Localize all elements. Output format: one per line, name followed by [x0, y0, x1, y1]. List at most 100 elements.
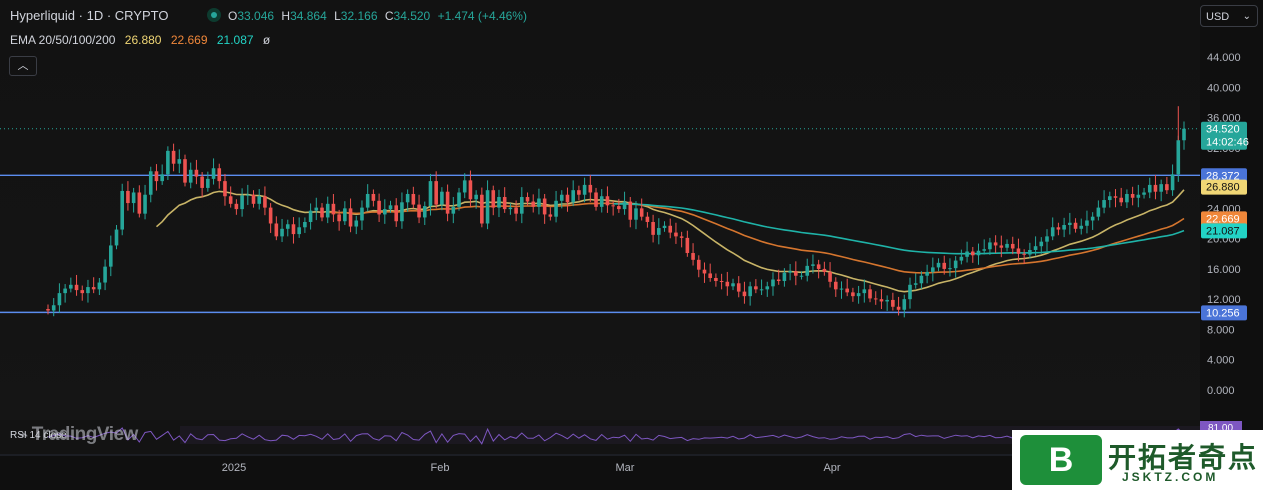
- symbol-title[interactable]: Hyperliquid · 1D · CRYPTO: [10, 8, 169, 23]
- price-tag: [1201, 211, 1247, 227]
- ema-100-line: [613, 202, 1185, 255]
- candle-body: [297, 227, 301, 235]
- candle-body: [274, 223, 279, 237]
- time-axis[interactable]: 2025 Feb Mar Apr: [0, 454, 1200, 474]
- candle-body: [1142, 192, 1146, 195]
- candle-body: [559, 194, 564, 201]
- candle-body: [428, 181, 433, 207]
- low-key: L: [334, 9, 341, 23]
- candle-body: [514, 207, 518, 214]
- candle-body: [131, 192, 136, 204]
- price-tag: [1201, 179, 1247, 195]
- candle-body: [577, 190, 581, 195]
- candle-body: [719, 281, 724, 283]
- candle-body: [383, 209, 387, 215]
- rsi-line: [47, 427, 1185, 445]
- price-tag: [1201, 223, 1247, 239]
- candle-body: [948, 268, 952, 270]
- rsi-legend[interactable]: RSI 14 close: [10, 430, 67, 441]
- candle-body: [816, 264, 821, 269]
- candle-body: [565, 194, 570, 203]
- collapse-legend-button[interactable]: ︿: [9, 56, 37, 76]
- candle-body: [708, 273, 712, 278]
- candle-body: [582, 184, 587, 195]
- candle-body: [548, 214, 553, 217]
- horizontal-lines[interactable]: [0, 128, 1200, 314]
- candle-body: [451, 206, 456, 214]
- x-tick-label: Apr: [823, 462, 840, 474]
- candle-body: [1005, 243, 1009, 248]
- candle-body: [988, 242, 992, 250]
- chevron-down-icon: ⌄: [1242, 11, 1251, 22]
- candle-body: [400, 202, 404, 222]
- candle-body: [1050, 227, 1055, 237]
- candle-body: [942, 262, 947, 269]
- ema-100-value: 21.087: [216, 33, 254, 47]
- candle-body: [908, 284, 912, 300]
- rsi-background: [0, 420, 1200, 454]
- candle-body: [502, 197, 507, 210]
- candle-body: [1102, 200, 1106, 208]
- candle-body: [1022, 253, 1026, 255]
- candle-body: [765, 286, 770, 290]
- candle-body: [280, 228, 284, 237]
- candle-body: [622, 201, 627, 210]
- site-logo: B: [1020, 435, 1102, 485]
- candle-body: [497, 197, 501, 208]
- candlesticks[interactable]: [46, 106, 1186, 318]
- close-key: C: [384, 9, 394, 23]
- candle-body: [645, 216, 650, 222]
- candle-body: [166, 150, 170, 175]
- low-value: 32.166: [340, 9, 378, 23]
- candle-body: [183, 159, 187, 183]
- candle-body: [120, 190, 125, 230]
- candle-body: [599, 196, 604, 207]
- candle-body: [554, 200, 558, 217]
- y-tick-label: 0.000: [1207, 385, 1235, 397]
- candle-body: [1125, 193, 1129, 203]
- candle-body: [913, 283, 918, 285]
- candle-body: [1090, 216, 1095, 221]
- candle-body: [862, 289, 867, 294]
- candle-body: [126, 190, 130, 204]
- candle-body: [474, 194, 478, 200]
- candle-body: [879, 299, 884, 302]
- price-tag: [1201, 305, 1247, 321]
- candle-body: [480, 194, 484, 224]
- y-tick-label: 16.000: [1207, 264, 1241, 276]
- candle-body: [714, 277, 718, 282]
- candle-body: [360, 207, 364, 221]
- candle-body: [731, 283, 735, 287]
- candle-body: [377, 200, 381, 215]
- candle-body: [1056, 227, 1061, 230]
- candle-body: [771, 279, 775, 287]
- currency-select[interactable]: USD ⌄: [1200, 5, 1258, 27]
- price-tag: [1201, 121, 1247, 150]
- candle-body: [959, 256, 964, 261]
- candle-body: [457, 192, 461, 207]
- candle-body: [628, 201, 633, 220]
- candle-body: [634, 208, 638, 220]
- candle-body: [228, 196, 233, 204]
- candle-body: [799, 275, 804, 277]
- candle-body: [491, 190, 496, 208]
- candle-body: [976, 250, 981, 256]
- candle-body: [325, 203, 330, 218]
- candle-body: [440, 191, 444, 205]
- candle-body: [902, 299, 907, 310]
- candle-body: [1028, 249, 1032, 255]
- candle-body: [856, 293, 861, 297]
- candle-body: [1176, 140, 1181, 175]
- price-tag-label: 10.256: [1206, 307, 1240, 319]
- site-watermark: B 开拓者奇点 JSKTZ.COM: [1012, 430, 1263, 490]
- candle-body: [702, 269, 707, 274]
- price-tag-label: 22.669: [1206, 213, 1240, 225]
- candle-body: [348, 208, 353, 227]
- ema-legend[interactable]: EMA 20/50/100/200 26.880 22.669 21.087 ø: [10, 33, 276, 47]
- candle-body: [754, 286, 758, 290]
- candle-body: [422, 206, 427, 218]
- candle-body: [742, 291, 747, 297]
- candle-body: [143, 194, 147, 214]
- candle-body: [211, 168, 216, 179]
